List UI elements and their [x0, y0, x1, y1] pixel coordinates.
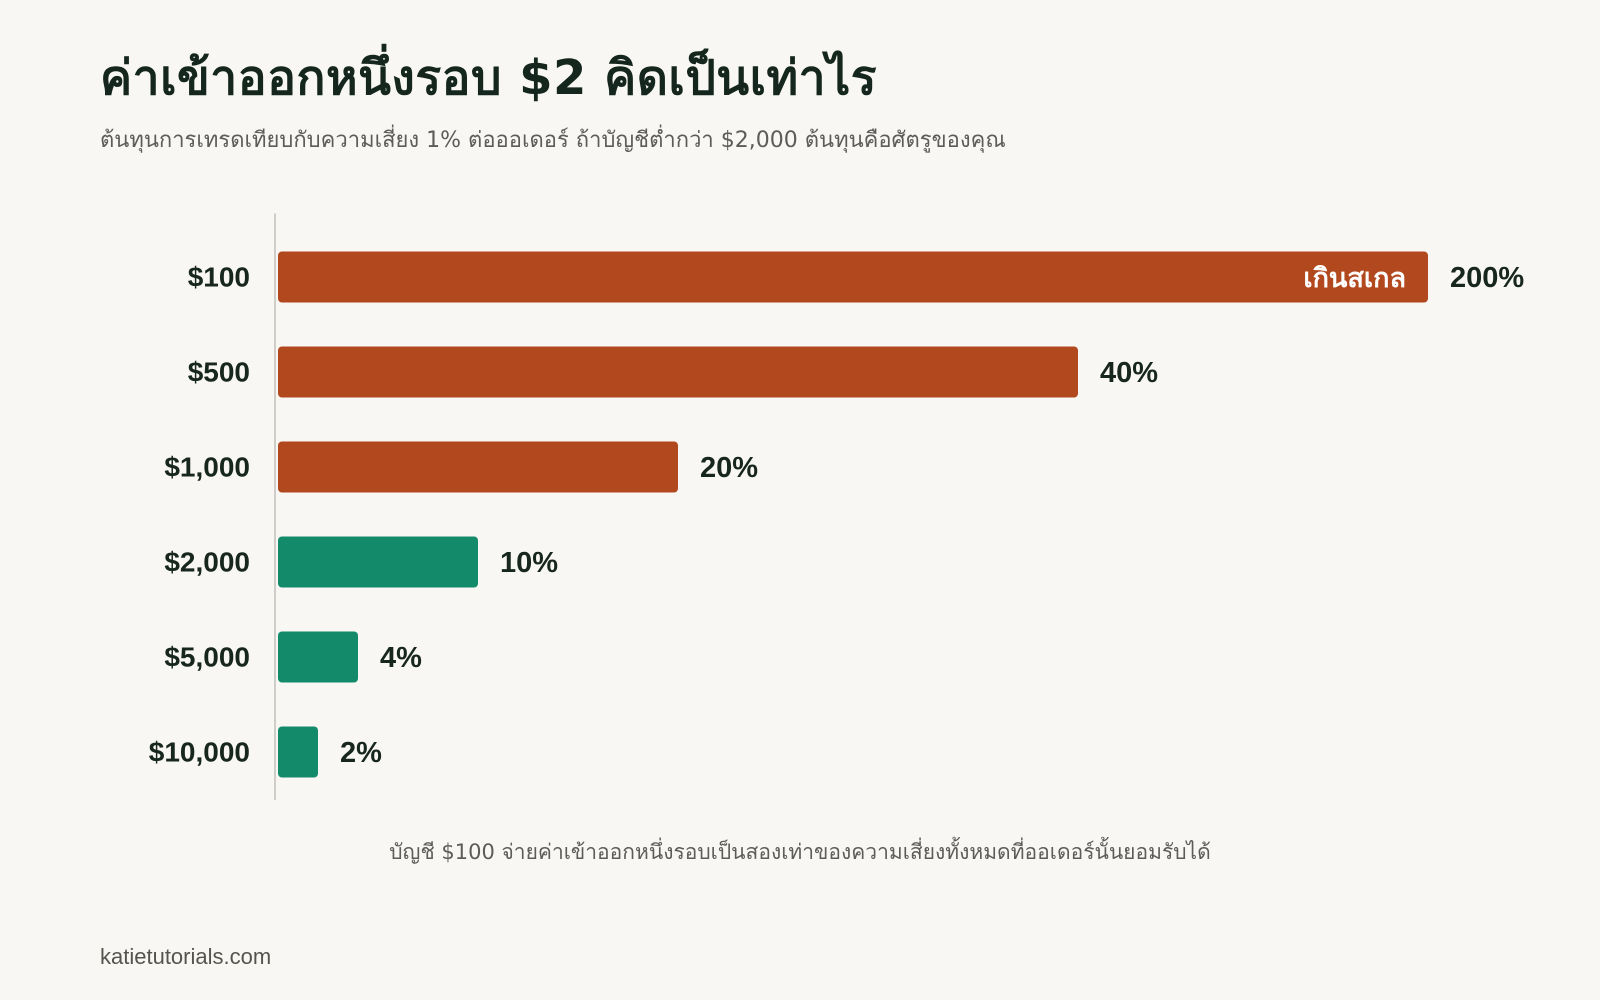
- source-footer: katietutorials.com: [100, 944, 272, 969]
- value-label: 20%: [700, 452, 758, 484]
- bar-group: $10,000 2%: [149, 726, 382, 778]
- value-label: 10%: [500, 547, 558, 579]
- bar: [278, 251, 1428, 303]
- category-label: $10,000: [149, 737, 250, 768]
- value-label: 2%: [340, 737, 382, 769]
- category-label: $500: [188, 357, 250, 388]
- value-label: 4%: [380, 642, 422, 674]
- bar-group: $500 40%: [188, 346, 1158, 398]
- bar: [278, 536, 478, 588]
- chart-subtitle: ต้นทุนการเทรดเทียบกับความเสี่ยง 1% ต่อออ…: [100, 128, 1006, 153]
- category-label: $1,000: [164, 452, 250, 483]
- bar-group: $5,000 4%: [164, 631, 422, 683]
- value-label: 40%: [1100, 357, 1158, 389]
- category-label: $2,000: [164, 547, 250, 578]
- bar: [278, 631, 358, 683]
- bar-group: $100 200% เกินสเกล: [188, 251, 1524, 303]
- bar-group: $1,000 20%: [164, 441, 758, 493]
- bar-chart: $100 200% เกินสเกล $500 40% $1,000 20% $2,000 10…: [149, 213, 1524, 800]
- chart-caption: บัญชี $100 จ่ายค่าเข้าออกหนึ่งรอบเป็นสอง…: [389, 840, 1211, 864]
- bar: [278, 441, 678, 493]
- off-scale-label: เกินสเกล: [1303, 263, 1406, 293]
- bar: [278, 346, 1078, 398]
- chart-title: ค่าเข้าออกหนึ่งรอบ $2 คิดเป็นเท่าไร: [100, 50, 878, 106]
- value-label: 200%: [1450, 262, 1524, 294]
- bar-group: $2,000 10%: [164, 536, 558, 588]
- category-label: $100: [188, 262, 250, 293]
- category-label: $5,000: [164, 642, 250, 673]
- bar: [278, 726, 318, 778]
